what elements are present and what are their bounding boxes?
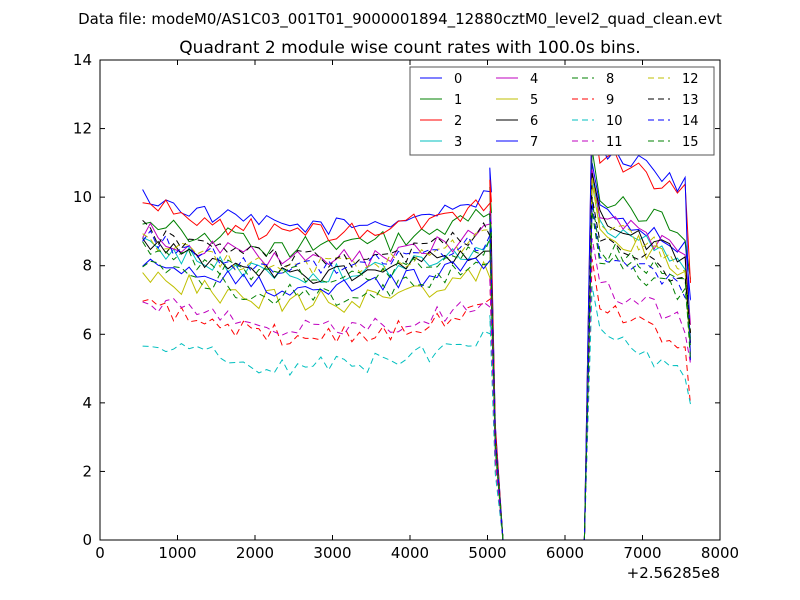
legend-label-2: 2 — [454, 114, 462, 129]
x-tick-label: 1000 — [158, 544, 196, 562]
series-layer — [142, 101, 691, 541]
y-tick-label: 6 — [82, 325, 92, 343]
chart-title: Quadrant 2 module wise count rates with … — [179, 38, 640, 58]
y-tick-label: 0 — [82, 531, 92, 549]
legend-label-9: 9 — [606, 93, 614, 108]
series-line-0 — [142, 162, 691, 541]
series-line-14 — [142, 203, 691, 541]
x-tick-label: 4000 — [391, 544, 429, 562]
legend-label-11: 11 — [606, 135, 623, 150]
legend-label-12: 12 — [682, 72, 699, 87]
legend-label-7: 7 — [530, 135, 538, 150]
series-line-7 — [142, 101, 691, 541]
x-tick-label: 0 — [95, 544, 105, 562]
y-tick-label: 10 — [73, 188, 92, 206]
x-tick-label: 5000 — [468, 544, 506, 562]
legend-label-8: 8 — [606, 72, 614, 87]
y-tick-label: 14 — [73, 51, 92, 69]
legend-label-13: 13 — [682, 93, 699, 108]
series-line-11 — [142, 238, 691, 541]
x-tick-label: 2000 — [236, 544, 274, 562]
y-tick-label: 2 — [82, 462, 92, 480]
series-line-5 — [142, 183, 691, 541]
figure-suptitle: Data file: modeM0/AS1C03_001T01_90000018… — [78, 10, 722, 29]
series-line-4 — [142, 169, 691, 541]
legend-label-4: 4 — [530, 72, 538, 87]
legend-label-5: 5 — [530, 93, 538, 108]
x-tick-label: 3000 — [313, 544, 351, 562]
x-offset-label: +2.56285e8 — [627, 564, 720, 582]
x-tick-label: 6000 — [546, 544, 584, 562]
legend-label-3: 3 — [454, 135, 462, 150]
legend-label-0: 0 — [454, 72, 462, 87]
axis-layer: 0 1000 2000 3000 4000 5000 6000 7000 80000246810… — [73, 51, 739, 562]
y-tick-label: 4 — [82, 394, 92, 412]
series-line-6 — [142, 172, 691, 541]
series-line-8 — [142, 200, 691, 541]
legend-box — [409, 66, 715, 156]
legend-label-1: 1 — [454, 93, 462, 108]
legend-label-6: 6 — [530, 114, 538, 129]
series-line-13 — [142, 197, 691, 541]
legend-label-15: 15 — [682, 135, 699, 150]
series-line-1 — [142, 149, 691, 541]
y-tick-label: 8 — [82, 257, 92, 275]
x-tick-label: 8000 — [701, 544, 739, 562]
legend-label-14: 14 — [682, 114, 699, 129]
x-tick-label: 7000 — [623, 544, 661, 562]
legend-label-10: 10 — [606, 114, 623, 129]
series-line-15 — [142, 210, 691, 541]
series-line-12 — [142, 176, 691, 541]
y-tick-label: 12 — [73, 120, 92, 138]
series-line-10 — [142, 286, 691, 541]
series-line-9 — [142, 258, 691, 541]
